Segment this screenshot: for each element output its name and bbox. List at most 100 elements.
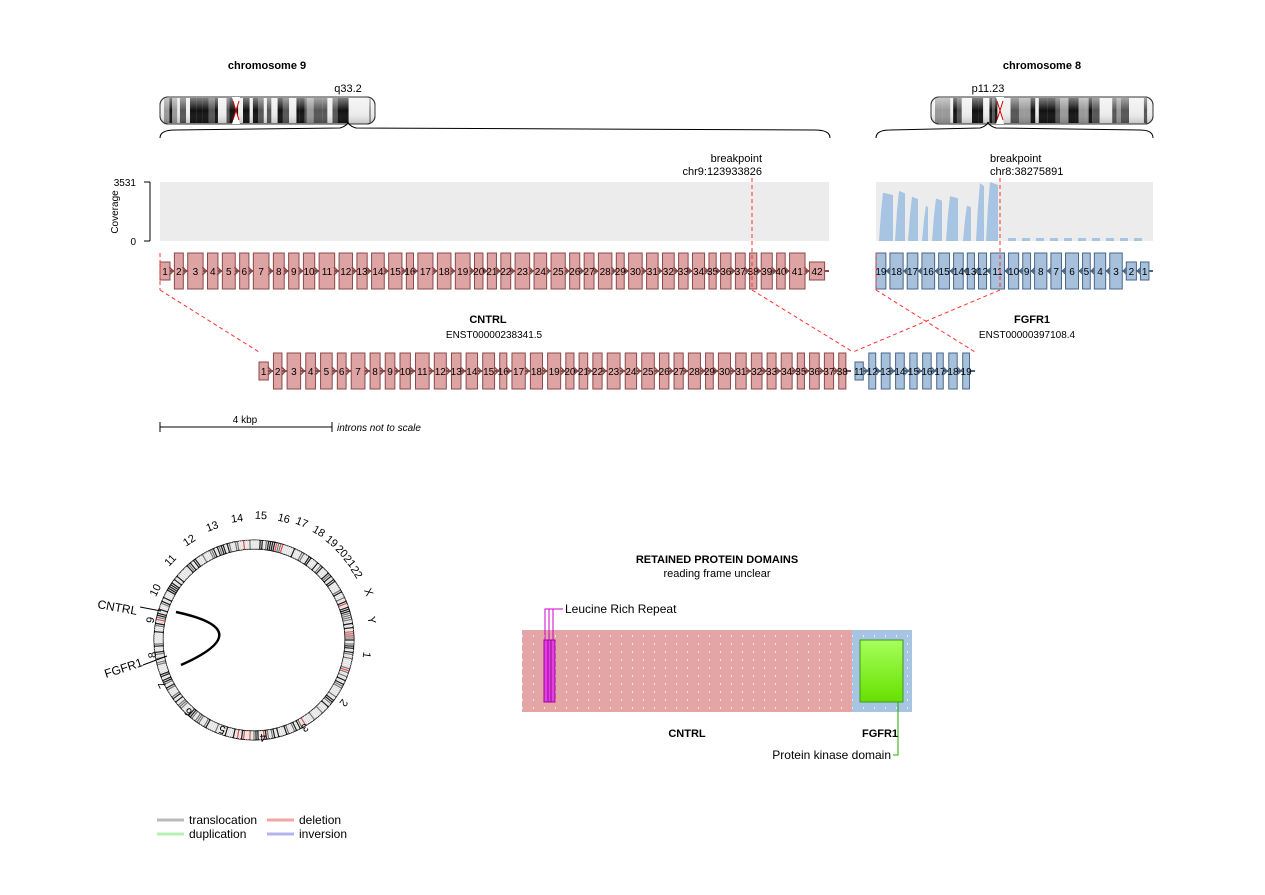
cytoband — [305, 557, 312, 566]
cytoband — [321, 572, 329, 580]
exon-number: 30 — [630, 267, 642, 278]
chromosome-8-ideogram — [930, 96, 1154, 125]
exon — [823, 352, 835, 390]
exon-number: 27 — [673, 367, 685, 378]
direction-arrow — [505, 366, 512, 376]
cytoband — [344, 626, 354, 630]
cytoband — [300, 717, 307, 726]
centromere — [996, 100, 1004, 121]
cytoband — [165, 593, 174, 599]
cytoband — [295, 551, 301, 560]
fgfr1-pointer — [142, 655, 168, 666]
domains-fgfr1-label: FGFR1 — [862, 728, 898, 740]
cytoband — [166, 683, 175, 689]
exon-number: 28 — [600, 267, 612, 278]
cytoband — [308, 712, 315, 721]
cytoband — [220, 545, 225, 555]
exon-number: 24 — [625, 367, 637, 378]
coverage-peak — [1036, 238, 1044, 241]
coverage-peak — [946, 196, 958, 241]
cytoband — [156, 658, 166, 662]
cytoband — [292, 722, 298, 731]
exon — [962, 352, 970, 390]
legend-label-deletion: deletion — [299, 813, 341, 827]
exon — [221, 252, 236, 290]
exon-number: 15 — [390, 267, 402, 278]
exon-number: 1 — [261, 367, 267, 378]
cytoband — [183, 568, 191, 576]
exon — [734, 252, 746, 290]
exon-number: 18 — [947, 367, 959, 378]
cytoband — [157, 663, 167, 668]
circos-outer-ring — [153, 539, 355, 741]
cytoband — [232, 728, 236, 738]
chromosome-label-8: 8 — [147, 651, 160, 659]
cytoband — [334, 593, 343, 599]
exon — [808, 261, 826, 281]
chromosome-label-13: 13 — [205, 519, 221, 534]
direction-arrow — [903, 366, 910, 376]
cytoband — [163, 596, 172, 602]
cytoband — [324, 577, 333, 584]
cntrl-exons: 1 2 3 4 5 6 7 8 9 10 11 12 13 14 15 16 17 18 19 20 21 22 23 24 2… — [159, 252, 829, 290]
cytoband — [224, 726, 229, 736]
exon-number: 12 — [340, 267, 352, 278]
exon — [662, 252, 675, 290]
cytoband — [158, 608, 168, 613]
cytoband — [281, 726, 286, 736]
cytoband — [154, 652, 165, 656]
exon — [239, 252, 250, 290]
exon-number: 14 — [894, 367, 906, 378]
exon — [415, 352, 430, 390]
exon-number: 24 — [535, 267, 547, 278]
exon — [691, 252, 706, 290]
exon — [776, 252, 786, 290]
direction-arrow — [572, 366, 579, 376]
direction-arrow — [640, 266, 647, 276]
cytoband — [277, 543, 282, 553]
exon — [565, 352, 575, 390]
direction-arrow — [775, 366, 781, 376]
exon — [578, 352, 589, 390]
direction-arrow — [201, 266, 208, 276]
cytoband — [198, 556, 205, 565]
direction-arrow — [818, 366, 824, 376]
direction-arrow — [832, 366, 839, 376]
cytoband — [319, 571, 328, 579]
direction-arrow — [559, 366, 566, 376]
cytoband — [329, 689, 338, 696]
legend-label-inversion: inversion — [299, 827, 347, 841]
coverage-peak — [1008, 238, 1016, 241]
cytoband — [288, 547, 294, 557]
direction-arrow — [216, 266, 223, 276]
circos-cntrl-label: CNTRL — [96, 597, 138, 618]
cytoband — [306, 713, 314, 722]
exon-number: 12 — [977, 267, 989, 278]
cytoband — [154, 626, 164, 630]
exon-number: 9 — [387, 367, 393, 378]
cytoband — [310, 561, 317, 570]
fgfr1-exons: 19 18 17 16 15 14 13 12 11 10 9 8 7 6 5 4 3 2 1 — [875, 252, 1153, 290]
exon — [720, 252, 732, 290]
cytoband — [295, 720, 301, 729]
cytoband — [276, 542, 280, 553]
exon-number: 17 — [513, 367, 525, 378]
exon — [187, 252, 204, 290]
protein-kinase-label: Protein kinase domain — [772, 748, 891, 762]
cytoband — [312, 708, 320, 717]
exon-number: 25 — [553, 267, 565, 278]
cytoband — [214, 547, 220, 557]
cytoband — [274, 542, 278, 552]
exon-number: 3 — [193, 267, 199, 278]
exon — [302, 252, 316, 290]
coverage-axis-label: Coverage — [110, 190, 121, 234]
cytoband — [344, 628, 354, 632]
cytoband — [268, 729, 272, 739]
exon — [789, 252, 806, 290]
cytoband — [242, 730, 246, 740]
exon-number: 16 — [923, 267, 935, 278]
exon-number: 8 — [276, 267, 282, 278]
cytoband — [331, 587, 340, 594]
cytoband — [288, 723, 294, 733]
direction-arrow — [803, 266, 810, 276]
